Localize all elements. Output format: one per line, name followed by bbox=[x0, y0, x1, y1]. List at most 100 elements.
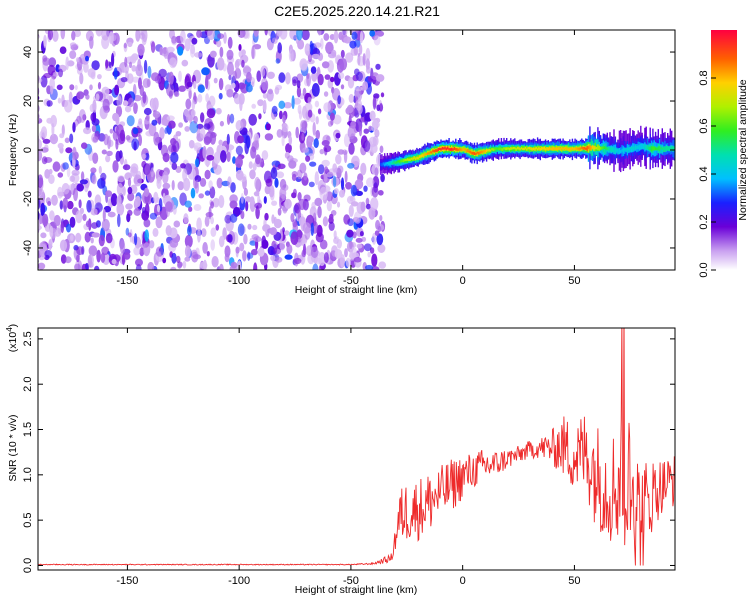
noise-blob bbox=[291, 173, 297, 181]
noise-blob bbox=[159, 46, 163, 56]
noise-blob bbox=[254, 176, 261, 190]
noise-blob bbox=[144, 203, 150, 216]
ridge-cell bbox=[506, 147, 508, 151]
noise-blob bbox=[115, 150, 121, 162]
noise-blob bbox=[311, 53, 320, 60]
noise-blob bbox=[44, 169, 51, 179]
noise-blob bbox=[298, 110, 303, 120]
top-y-ticks: -40 -20 0 20 40 bbox=[22, 46, 675, 256]
ridge-cell bbox=[476, 151, 478, 157]
noise-blob bbox=[245, 201, 249, 212]
noise-blob bbox=[87, 254, 92, 268]
noise-blob bbox=[275, 84, 283, 91]
noise-blob bbox=[292, 79, 297, 87]
noise-blob bbox=[43, 38, 47, 49]
ridge-cell bbox=[389, 161, 391, 164]
ridge-cell bbox=[500, 148, 503, 151]
noise-blob bbox=[178, 85, 186, 92]
noise-blob bbox=[319, 186, 328, 201]
noise-blob bbox=[82, 213, 87, 221]
noise-blob bbox=[175, 131, 182, 137]
noise-blob bbox=[290, 231, 299, 246]
noise-blob bbox=[69, 216, 76, 228]
ridge-cell bbox=[503, 147, 505, 150]
ridge-cell bbox=[514, 147, 516, 150]
noise-blob bbox=[309, 161, 317, 167]
ridge-cell bbox=[597, 144, 599, 151]
noise-blob bbox=[345, 257, 351, 268]
noise-blob bbox=[188, 206, 193, 212]
noise-blob bbox=[371, 185, 379, 198]
noise-blob bbox=[175, 255, 181, 263]
ridge-cell bbox=[444, 146, 446, 150]
noise-blob bbox=[178, 70, 182, 83]
noise-blob bbox=[190, 109, 196, 117]
ridge-cell bbox=[574, 147, 576, 151]
noise-blob bbox=[175, 166, 182, 173]
noise-blob bbox=[335, 154, 342, 165]
noise-blob bbox=[138, 134, 143, 147]
noise-blob bbox=[245, 84, 253, 93]
noise-blob bbox=[123, 252, 131, 260]
noise-blob bbox=[317, 108, 322, 115]
noise-blob bbox=[41, 156, 48, 165]
noise-blob bbox=[358, 44, 363, 55]
noise-blob bbox=[193, 115, 198, 124]
noise-blob bbox=[138, 77, 142, 90]
ridge-cell bbox=[558, 146, 560, 150]
noise-blob bbox=[317, 52, 324, 61]
ridge-cell bbox=[634, 144, 637, 151]
noise-blob bbox=[57, 172, 64, 178]
ridge-cell bbox=[452, 148, 454, 151]
bottom-x-ticks: -150 -100 -50 0 50 bbox=[116, 328, 581, 587]
ridge-cell bbox=[569, 148, 571, 151]
noise-blob bbox=[156, 177, 162, 189]
noise-blob bbox=[186, 114, 190, 122]
noise-blob bbox=[241, 49, 246, 56]
noise-blob bbox=[127, 41, 133, 48]
noise-blob bbox=[150, 41, 156, 53]
noise-blob bbox=[311, 83, 320, 97]
ridge-cell bbox=[512, 147, 515, 150]
noise-blob bbox=[169, 239, 179, 248]
noise-blob bbox=[301, 249, 307, 258]
ridge-cell bbox=[436, 149, 438, 153]
noise-blob bbox=[38, 174, 44, 188]
noise-blob bbox=[284, 198, 292, 209]
ridge-cell bbox=[618, 148, 621, 154]
ridge-cell bbox=[489, 149, 492, 152]
noise-blob bbox=[375, 30, 385, 37]
noise-blob bbox=[270, 189, 275, 201]
noise-blob bbox=[247, 251, 251, 261]
noise-blob bbox=[57, 142, 64, 149]
noise-blob bbox=[339, 57, 348, 71]
noise-blob bbox=[318, 264, 325, 270]
noise-blob bbox=[50, 114, 57, 128]
noise-blob bbox=[326, 171, 334, 178]
noise-blob bbox=[87, 68, 96, 78]
noise-blob bbox=[359, 31, 364, 44]
ridge-cell bbox=[593, 145, 595, 151]
ridge-cell bbox=[440, 148, 442, 151]
noise-blob bbox=[302, 87, 307, 97]
noise-blob bbox=[324, 166, 329, 173]
ridge-cell bbox=[528, 146, 531, 150]
ridge-cell bbox=[384, 163, 386, 166]
noise-blob bbox=[76, 183, 84, 192]
noise-blob bbox=[127, 97, 134, 108]
noise-blob bbox=[205, 93, 210, 103]
noise-blob bbox=[343, 150, 348, 164]
noise-blob bbox=[378, 261, 387, 269]
noise-blob bbox=[184, 245, 191, 258]
noise-blob bbox=[379, 215, 383, 222]
noise-blob bbox=[143, 107, 152, 116]
noise-blob bbox=[97, 74, 102, 80]
noise-blob bbox=[130, 163, 139, 174]
noise-blob bbox=[144, 229, 149, 242]
ridge-cell bbox=[389, 161, 391, 167]
ridge-cell bbox=[653, 146, 655, 151]
noise-blob bbox=[88, 245, 98, 257]
noise-blob bbox=[64, 137, 70, 144]
noise-blob bbox=[230, 182, 236, 193]
ridge-cell bbox=[392, 161, 394, 165]
